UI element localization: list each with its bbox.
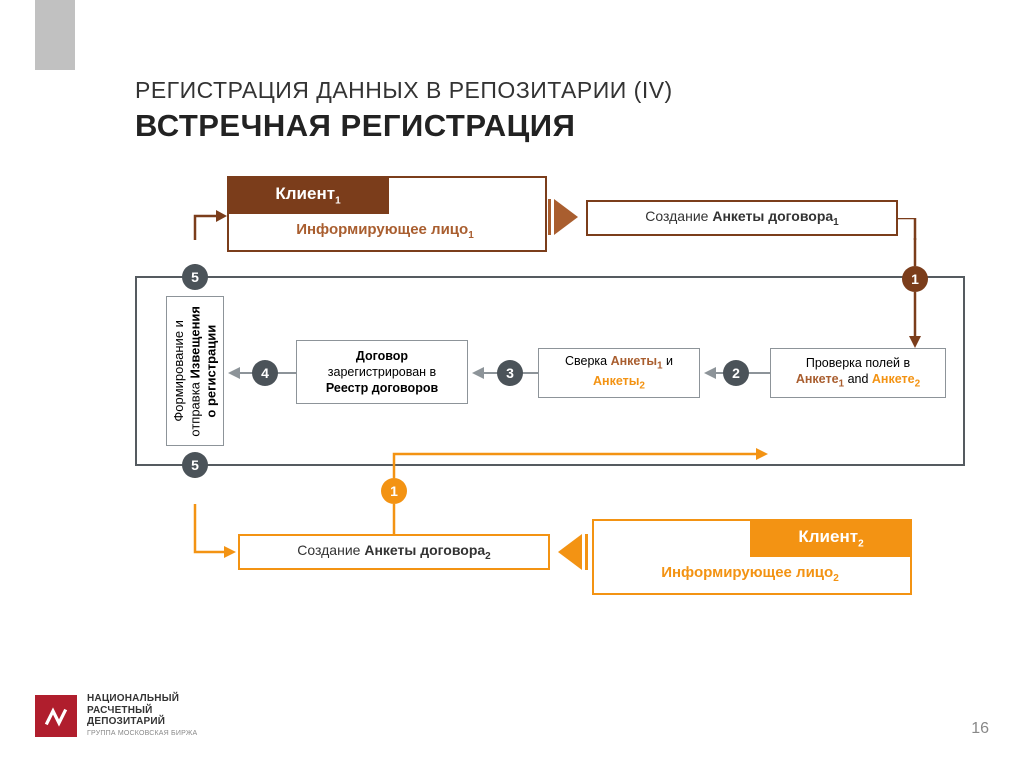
title-line2: ВСТРЕЧНАЯ РЕГИСТРАЦИЯ: [135, 108, 673, 144]
step3-anketa1: Анкеты: [611, 354, 657, 368]
logo-l2: РАСЧЕТНЫЙ: [87, 705, 153, 716]
step3-anketa2-sub: 2: [639, 381, 645, 392]
client1-header-text: Клиент: [275, 184, 335, 203]
step2-box: Проверка полей в Анкете1 and Анкете2: [770, 348, 946, 398]
step4-box: Договор зарегистрирован в Реестр договор…: [296, 340, 468, 404]
step4-l2: зарегистрирован в: [328, 364, 436, 380]
step3-box: Сверка Анкеты1 и Анкеты2: [538, 348, 700, 398]
slide-page: РЕГИСТРАЦИЯ ДАННЫХ В РЕПОЗИТАРИИ (IV) ВС…: [0, 0, 1024, 768]
badge-4-label: 4: [261, 365, 269, 381]
path-create2-to-step2: [392, 398, 772, 536]
page-number: 16: [971, 720, 989, 738]
badge-2-label: 2: [732, 365, 740, 381]
create2-prefix: Создание: [297, 542, 364, 558]
client2-sub: Информирующее лицо2: [594, 557, 906, 591]
client2-block: Клиент2 Информирующее лицо2: [592, 519, 912, 595]
step2-line1: Проверка полей в: [806, 355, 910, 372]
client1-header: Клиент1: [227, 176, 389, 214]
path-step5-to-client2-orange: [178, 464, 238, 564]
logo-icon: [35, 695, 77, 737]
client2-sub-text: Информирующее лицо: [661, 564, 833, 581]
logo-l1: НАЦИОНАЛЬНЫЙ: [87, 693, 179, 704]
step5-text: Формирование и отправка Извещения о реги…: [171, 306, 220, 437]
client1-sub-text: Информирующее лицо: [296, 221, 468, 238]
step3-and: и: [663, 354, 673, 368]
title-block: РЕГИСТРАЦИЯ ДАННЫХ В РЕПОЗИТАРИИ (IV) ВС…: [135, 77, 673, 144]
step5-l1: Формирование и: [171, 320, 186, 422]
logo-l3: ДЕПОЗИТАРИЙ: [87, 716, 165, 727]
create1-sub: 1: [833, 217, 839, 228]
client2-sub-sub: 2: [833, 573, 839, 584]
create1-box: Создание Анкеты договора1: [586, 200, 898, 236]
step5-l3: о регистрации: [203, 325, 218, 418]
step2-anketa1: Анкете: [796, 372, 839, 386]
step2-and: and: [844, 372, 872, 386]
step3-anketa2: Анкеты: [593, 374, 639, 388]
step5-l2a: отправка: [187, 378, 202, 436]
create1-bold: Анкеты договора: [712, 208, 833, 224]
decor-gray-bar: [35, 0, 75, 70]
client2-header-sub: 2: [858, 538, 864, 549]
step4-l3-t: Реестр договоров: [326, 381, 438, 395]
client1-sub-sub: 1: [468, 230, 474, 241]
step4-l3: Реестр договоров: [326, 380, 438, 396]
step2-anketa2-sub: 2: [915, 379, 921, 390]
logo-area: НАЦИОНАЛЬНЫЙ РАСЧЕТНЫЙ ДЕПОЗИТАРИЙ ГРУПП…: [35, 693, 197, 738]
step2-line2: Анкете1 and Анкете2: [796, 371, 920, 391]
hook-create1: [898, 218, 918, 240]
badge-5-top: 5: [182, 264, 208, 290]
path-create1-to-step2: [880, 238, 940, 358]
step3-line2: Анкеты2: [593, 373, 645, 393]
client1-header-sub: 1: [335, 195, 341, 206]
badge-5-top-label: 5: [191, 269, 199, 285]
step5-l2b: Извещения: [187, 306, 202, 378]
client2-header-text: Клиент: [798, 527, 858, 546]
badge-4: 4: [252, 360, 278, 386]
badge-3-label: 3: [506, 365, 514, 381]
step4-l1: Договор: [356, 348, 408, 364]
title-line1: РЕГИСТРАЦИЯ ДАННЫХ В РЕПОЗИТАРИИ (IV): [135, 77, 673, 104]
create1-prefix: Создание: [645, 208, 712, 224]
arrow-create2-to-client2: [554, 530, 588, 574]
create2-sub: 2: [485, 551, 491, 562]
step4-l1-t: Договор: [356, 349, 408, 363]
create2-bold: Анкеты договора: [364, 542, 485, 558]
badge-5-bottom: 5: [182, 452, 208, 478]
badge-1-brown: 1: [902, 266, 928, 292]
badge-1-orange-label: 1: [390, 483, 398, 499]
client1-sub: Информирующее лицо1: [229, 214, 541, 248]
badge-2: 2: [723, 360, 749, 386]
create2-box: Создание Анкеты договора2: [238, 534, 550, 570]
badge-1-orange: 1: [381, 478, 407, 504]
client2-header: Клиент2: [750, 519, 912, 557]
client1-block: Клиент1 Информирующее лицо1: [227, 176, 547, 252]
step5-box: Формирование и отправка Извещения о реги…: [166, 296, 224, 446]
step3-line1: Сверка Анкеты1 и: [565, 353, 673, 373]
arrow-client1-to-create1: [548, 195, 582, 239]
badge-3: 3: [497, 360, 523, 386]
badge-1-brown-label: 1: [911, 271, 919, 287]
logo-text: НАЦИОНАЛЬНЫЙ РАСЧЕТНЫЙ ДЕПОЗИТАРИЙ ГРУПП…: [87, 693, 197, 738]
badge-5-bottom-label: 5: [191, 457, 199, 473]
logo-l4: ГРУППА МОСКОВСКАЯ БИРЖА: [87, 730, 197, 738]
step3-prefix: Сверка: [565, 354, 611, 368]
step2-anketa2: Анкете: [872, 372, 915, 386]
